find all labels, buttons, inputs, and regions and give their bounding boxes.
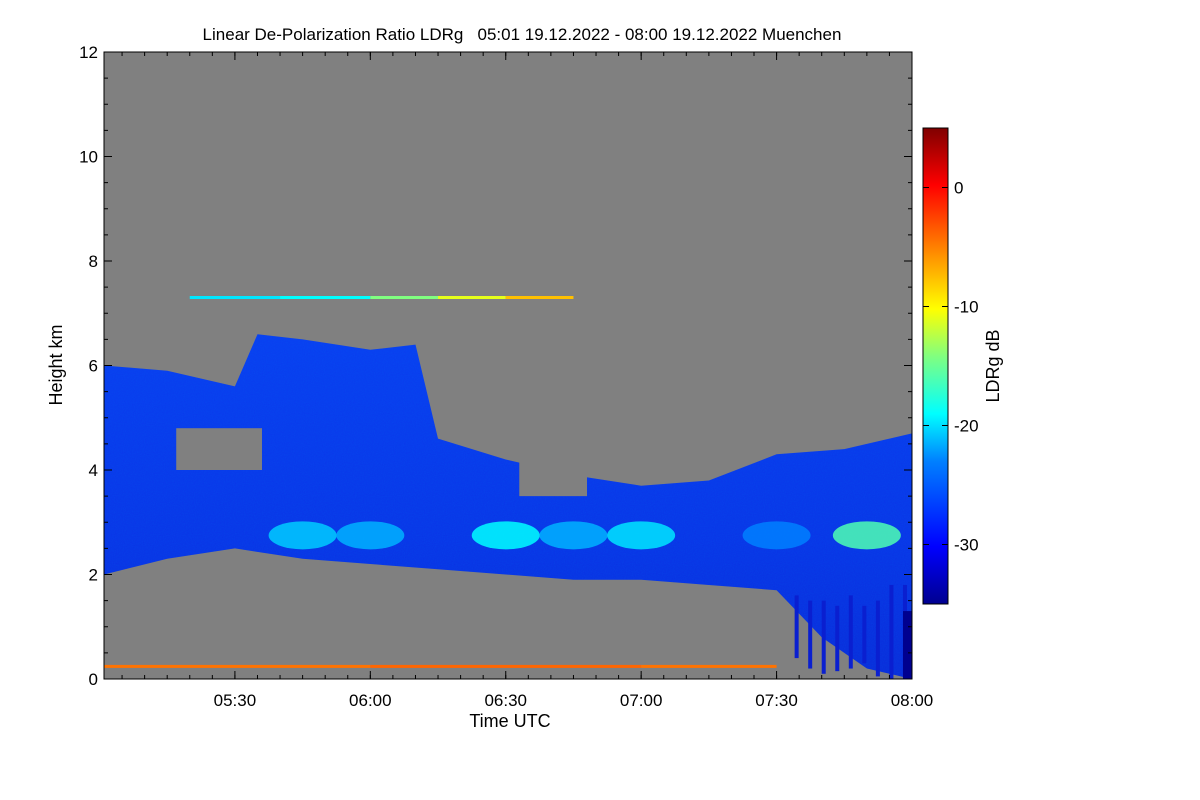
precip-streak [821, 600, 826, 674]
colorbar-tick-label: -30 [954, 536, 979, 555]
y-tick-label: 0 [89, 670, 98, 689]
colorbar-tick-label: -10 [954, 298, 979, 317]
y-axis-label: Height km [46, 324, 66, 405]
chart-title: Linear De-Polarization Ratio LDRg 05:01 … [203, 25, 842, 44]
ldr-band-cell [742, 521, 811, 550]
colorbar-tick-label: 0 [954, 179, 963, 198]
colorbar-tick-label: -20 [954, 417, 979, 436]
x-tick-label: 06:30 [484, 691, 527, 710]
precip-streak [875, 600, 880, 677]
x-axis-label: Time UTC [469, 711, 550, 731]
ldr-heatmap [104, 296, 912, 679]
colorbar: 0 -10 -20 -30 LDRg dB [922, 127, 1003, 605]
y-tick-label: 4 [89, 461, 98, 480]
colorbar-label: LDRg dB [983, 329, 1003, 402]
x-tick-label: 07:30 [755, 691, 798, 710]
ldr-band-cell [268, 521, 337, 550]
colorbar-ticks: 0 -10 -20 -30 [923, 179, 979, 555]
cloud-gap [519, 449, 587, 497]
x-tick-label: 06:00 [349, 691, 392, 710]
y-tick-label: 2 [89, 566, 98, 585]
y-tick-label: 6 [89, 357, 98, 376]
ldr-band-cell [832, 521, 901, 550]
colorbar-gradient [922, 127, 949, 605]
y-tick-label: 8 [89, 252, 98, 271]
cloud-gap [176, 428, 262, 470]
thin-layer-segment [370, 296, 439, 300]
y-tick-label: 12 [79, 43, 98, 62]
y-tick-label: 10 [79, 148, 98, 167]
ldr-band-cell [471, 521, 540, 550]
cloud-texture [104, 334, 912, 679]
surface-layer-segment [370, 664, 642, 668]
surface-layer-segment [104, 664, 371, 668]
precip-streak [808, 600, 813, 669]
ldr-band-cell [539, 521, 608, 550]
ldr-band-cell [607, 521, 676, 550]
thin-layer-segment [189, 296, 281, 300]
plot-area [104, 52, 912, 679]
thin-layer-segment [505, 296, 574, 300]
thin-layer-segment [280, 296, 371, 300]
ldr-band-cell [336, 521, 405, 550]
surface-layer-segment [641, 664, 777, 668]
axes: 0 2 4 6 8 10 12 05:30 06:00 06:30 07:00 07:30 08:00 [79, 43, 933, 710]
precip-streak [794, 595, 799, 659]
x-tick-label: 05:30 [214, 691, 257, 710]
precip-streak [862, 605, 867, 664]
x-tick-label: 07:00 [620, 691, 663, 710]
thin-layer-segment [438, 296, 506, 300]
x-tick-label: 08:00 [891, 691, 934, 710]
precip-core [902, 611, 912, 679]
precip-streak [848, 595, 853, 669]
precip-streak [889, 584, 894, 679]
precip-streak [835, 605, 840, 672]
